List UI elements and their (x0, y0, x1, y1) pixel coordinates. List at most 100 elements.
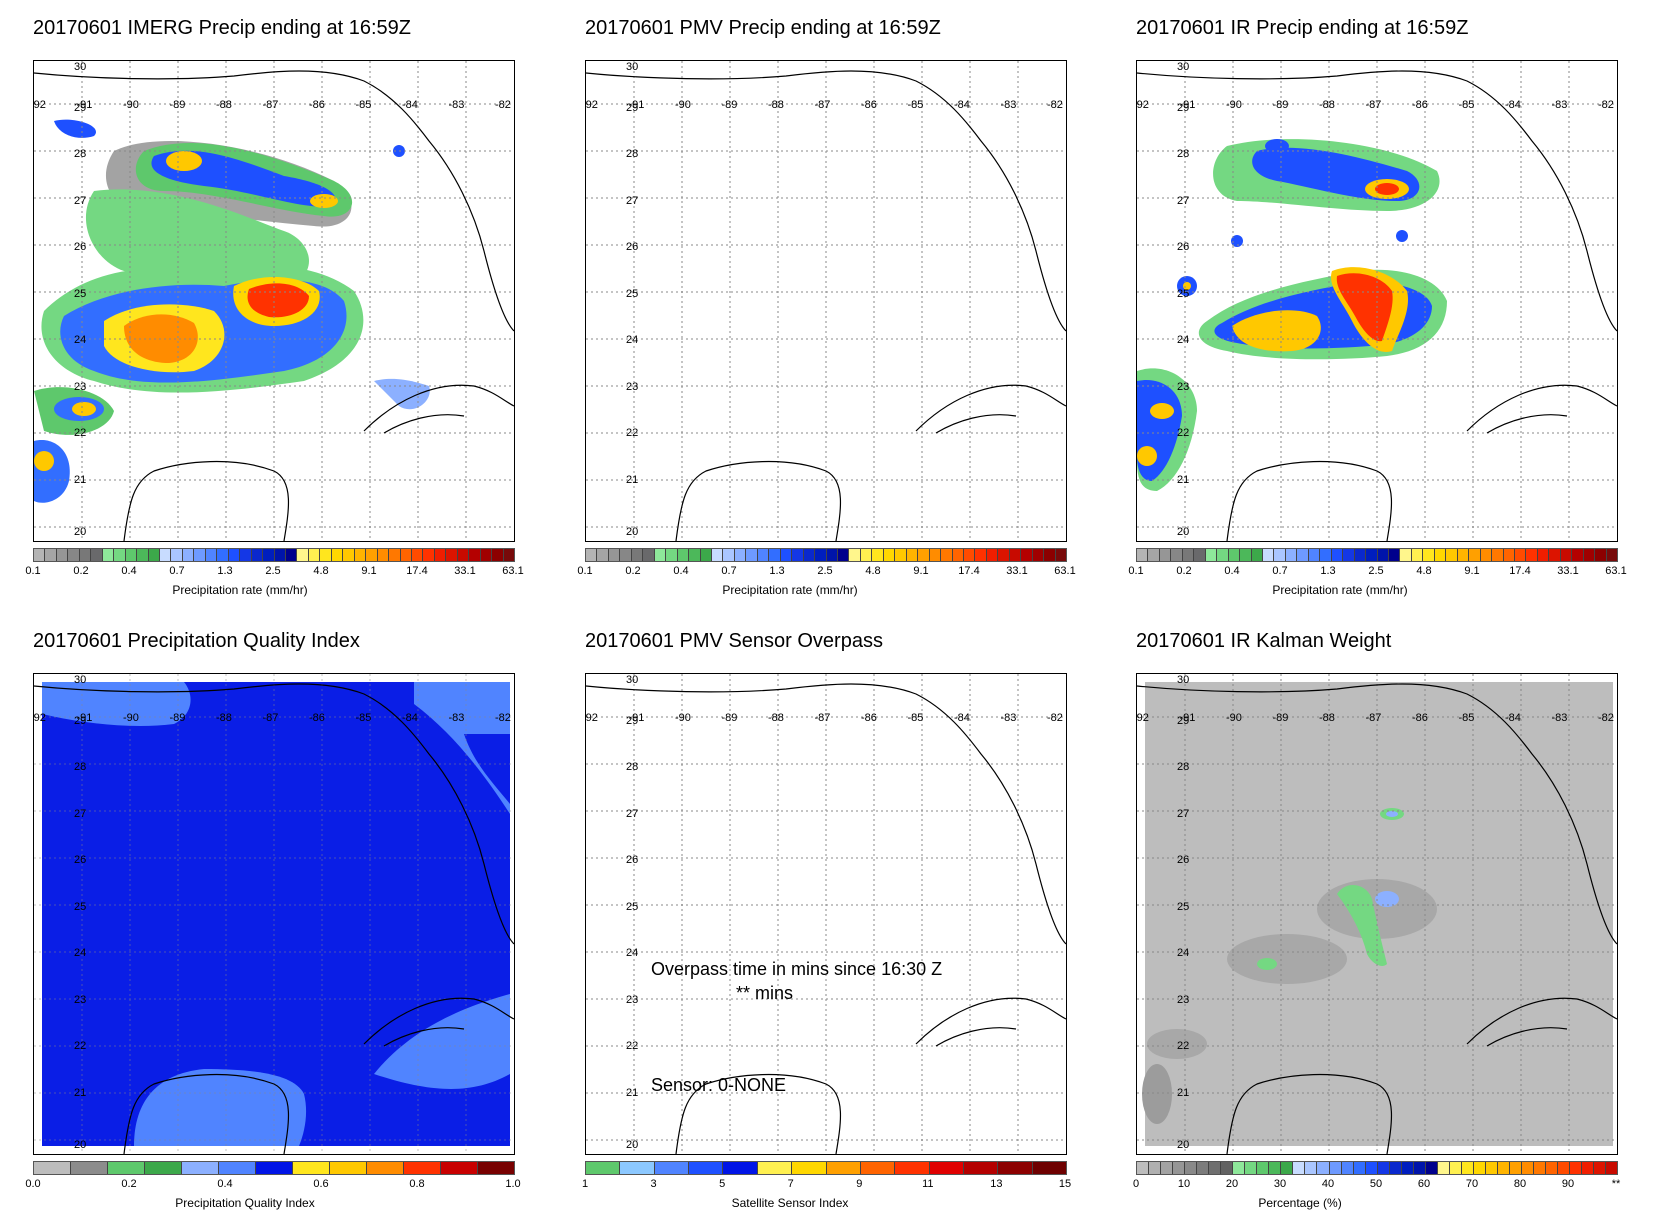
colorbar-swatch (1534, 1162, 1547, 1174)
lat-label: 22 (1177, 1040, 1190, 1052)
lon-label: -84 (954, 712, 970, 724)
colorbar-ticks-kalman: 0 10 20 30 40 50 60 70 80 90 ** (1133, 1178, 1620, 1192)
colorbar-swatch (597, 549, 609, 561)
colorbar-swatch (1469, 549, 1481, 561)
colorbar-label-sensor: Satellite Sensor Index (731, 1196, 849, 1210)
colorbar-swatch (1400, 549, 1412, 561)
colorbar-swatch (1514, 549, 1527, 561)
lat-label: 29 (626, 101, 639, 114)
colorbar-tick-label: 0.1 (577, 565, 593, 577)
colorbar-tick-label: 1.0 (505, 1178, 521, 1190)
colorbar-tick-label: 15 (1058, 1178, 1072, 1190)
colorbar-swatch (457, 549, 470, 561)
lon-label: -91 (628, 99, 645, 111)
lon-label: -89 (169, 712, 186, 724)
colorbar-swatch (320, 549, 332, 561)
colorbar-tick-label: 0.1 (1128, 565, 1144, 577)
lat-label: 24 (626, 947, 639, 959)
colorbar-swatch (1560, 549, 1573, 561)
lat-label: 30 (74, 674, 87, 686)
colorbar-swatch (826, 549, 838, 561)
lon-label: -90 (123, 712, 139, 724)
colorbar-swatch (666, 549, 678, 561)
colorbar-swatch (929, 1162, 964, 1174)
overpass-time-text: Overpass time in mins since 16:30 Z (651, 959, 943, 979)
colorbar-swatch (125, 549, 138, 561)
lat-label: 26 (626, 241, 639, 253)
lat-label: 20 (1177, 1139, 1190, 1151)
colorbar-swatch (860, 1162, 896, 1174)
lon-label: -87 (262, 99, 279, 111)
lon-label: -87 (262, 712, 279, 724)
lon-label: -91 (628, 712, 645, 724)
colorbar-swatch (1194, 549, 1206, 561)
colorbar-swatch (1182, 549, 1195, 561)
lat-label: 25 (1177, 287, 1190, 300)
colorbar-swatch (929, 549, 942, 561)
precip-field (34, 61, 514, 541)
lat-label: 28 (1177, 761, 1190, 773)
colorbar-swatch (1331, 549, 1344, 561)
colorbar-swatch (723, 1162, 758, 1174)
colorbar-swatch (815, 549, 827, 561)
lon-label: -85 (1458, 99, 1475, 111)
lat-label: 29 (1177, 101, 1190, 114)
colorbar-swatch (1149, 1162, 1162, 1174)
lat-label: 24 (1177, 334, 1190, 346)
colorbar-swatch (503, 549, 515, 561)
colorbar-swatch (171, 549, 183, 561)
colorbar-swatch (998, 1162, 1033, 1174)
colorbar-swatch (1221, 1162, 1234, 1174)
lat-label: 22 (1177, 427, 1190, 439)
lat-label: 29 (74, 101, 87, 114)
lon-label: -88 (216, 712, 232, 724)
lon-label: -92 (33, 712, 46, 724)
colorbar-swatch (1343, 549, 1355, 561)
panel-title-kalman: 20170601 IR Kalman Weight (1136, 630, 1392, 652)
colorbar-pqi (33, 1161, 515, 1175)
colorbar-swatch (68, 549, 80, 561)
colorbar-tick-label: 0.7 (1272, 565, 1288, 577)
colorbar-swatch (1526, 549, 1538, 561)
colorbar-swatch (586, 1162, 621, 1174)
colorbar-swatch (769, 549, 781, 561)
lon-label: -83 (448, 712, 465, 724)
colorbar-swatch (586, 549, 598, 561)
colorbar-ticks-ir: 0.1 0.2 0.4 0.7 1.3 2.5 4.8 9.1 17.4 33.1 63.1 (1128, 565, 1626, 579)
lon-label: -88 (1319, 99, 1335, 111)
lat-label: 27 (626, 194, 639, 207)
lon-label: -87 (814, 99, 831, 111)
colorbar-swatch (1032, 549, 1045, 561)
colorbar-swatch (1558, 1162, 1571, 1174)
colorbar-swatch (1425, 1162, 1438, 1174)
colorbar-swatch (1583, 549, 1596, 561)
lon-label: -89 (169, 99, 186, 111)
colorbar-swatch (1595, 549, 1607, 561)
lon-label: -92 (585, 99, 598, 111)
colorbar-swatch (677, 549, 690, 561)
colorbar-swatch (330, 1162, 367, 1174)
colorbar-swatch (1209, 1162, 1222, 1174)
colorbar-tick-label: 33.1 (454, 565, 476, 577)
colorbar-swatch (746, 549, 758, 561)
lon-label: -84 (1505, 99, 1521, 111)
colorbar-swatch (895, 549, 907, 561)
colorbar-swatch (998, 549, 1010, 561)
lon-label: -88 (768, 99, 784, 111)
colorbar-tick-label: 63.1 (502, 565, 524, 577)
colorbar-swatch (441, 1162, 478, 1174)
colorbar-swatch (478, 1162, 514, 1174)
colorbar-label-pqi: Precipitation Quality Index (175, 1196, 315, 1210)
lat-label: 28 (626, 148, 639, 160)
lat-label: 21 (74, 1086, 87, 1099)
lat-label: 25 (626, 287, 639, 300)
colorbar-swatch (941, 549, 953, 561)
lat-label: 25 (1177, 900, 1190, 913)
colorbar-swatch (377, 549, 390, 561)
lon-label: -84 (402, 712, 418, 724)
lat-label: 27 (1177, 194, 1190, 207)
lat-label: 20 (74, 1139, 87, 1151)
colorbar-tick-label: 11 (922, 1178, 934, 1190)
lat-label: 24 (74, 334, 87, 346)
colorbar-swatch (1044, 549, 1056, 561)
